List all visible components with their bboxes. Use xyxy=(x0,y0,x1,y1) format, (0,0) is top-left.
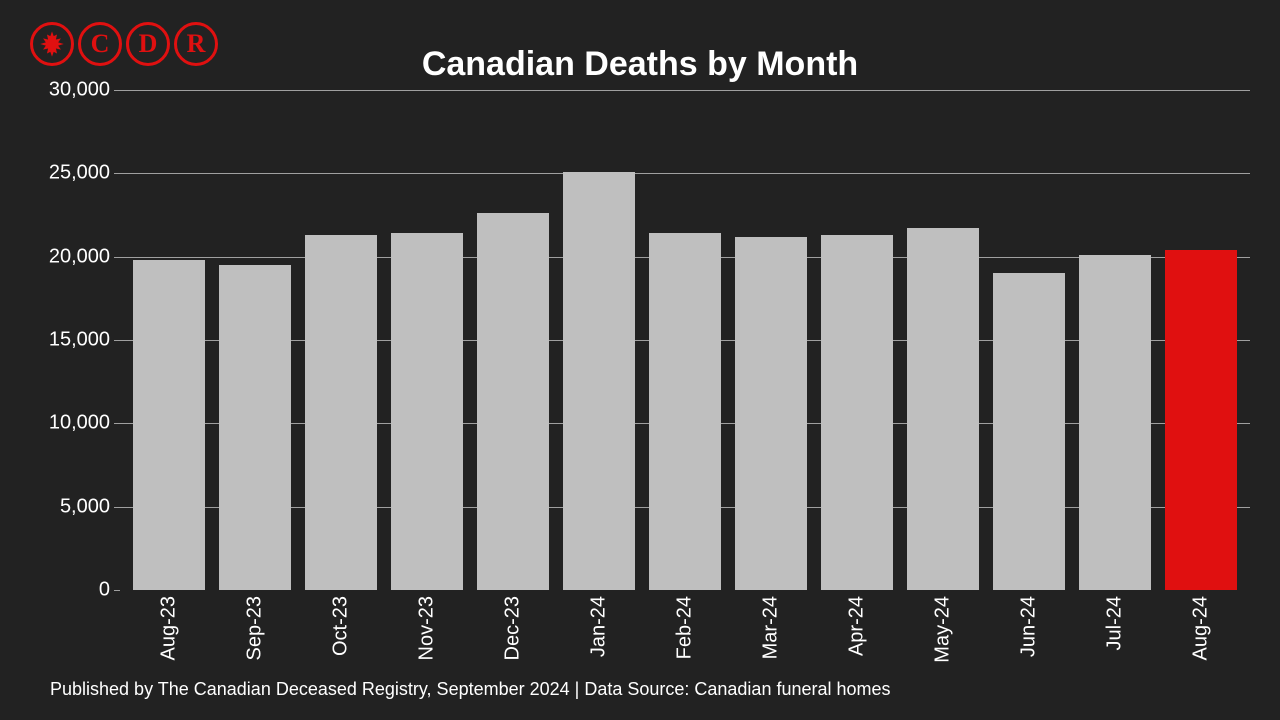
x-label-slot: Nov-23 xyxy=(391,596,463,676)
x-axis-labels: Aug-23 Sep-23 Oct-23 Nov-23 Dec-23 Jan-24 Feb-… xyxy=(120,596,1250,676)
x-tick-label: Jun-24 xyxy=(1018,596,1041,657)
x-tick-label: Sep-23 xyxy=(244,596,267,661)
bar xyxy=(133,260,205,590)
bar xyxy=(1165,250,1237,590)
bars-container xyxy=(120,90,1250,590)
chart-area: 05,00010,00015,00020,00025,00030,000 Aug… xyxy=(120,90,1250,590)
bar xyxy=(821,235,893,590)
bar xyxy=(305,235,377,590)
x-label-slot: Jul-24 xyxy=(1079,596,1151,676)
x-label-slot: Aug-24 xyxy=(1165,596,1237,676)
bar xyxy=(993,273,1065,590)
x-label-slot: Mar-24 xyxy=(735,596,807,676)
x-tick-label: Nov-23 xyxy=(416,596,439,660)
x-tick-label: Aug-23 xyxy=(158,596,181,661)
x-label-slot: Jan-24 xyxy=(563,596,635,676)
x-tick-label: Aug-24 xyxy=(1190,596,1213,661)
y-tick-label: 10,000 xyxy=(49,412,110,435)
y-tick-label: 30,000 xyxy=(49,79,110,102)
y-tick-label: 15,000 xyxy=(49,329,110,352)
x-tick-label: Feb-24 xyxy=(674,596,697,659)
x-tick-label: Jul-24 xyxy=(1104,596,1127,650)
bar xyxy=(219,265,291,590)
y-tick-label: 5,000 xyxy=(60,495,110,518)
chart-title: Canadian Deaths by Month xyxy=(0,45,1280,84)
x-tick-label: Apr-24 xyxy=(846,596,869,656)
x-tick-label: Dec-23 xyxy=(502,596,525,660)
x-label-slot: Apr-24 xyxy=(821,596,893,676)
x-tick-label: Jan-24 xyxy=(588,596,611,657)
y-tickmark xyxy=(114,590,120,591)
bar xyxy=(477,213,549,590)
x-label-slot: Sep-23 xyxy=(219,596,291,676)
bar xyxy=(907,228,979,590)
bar xyxy=(1079,255,1151,590)
y-tick-label: 0 xyxy=(99,579,110,602)
x-label-slot: May-24 xyxy=(907,596,979,676)
footer-attribution: Published by The Canadian Deceased Regis… xyxy=(50,679,891,700)
x-tick-label: Mar-24 xyxy=(760,596,783,659)
bar xyxy=(735,237,807,590)
x-label-slot: Oct-23 xyxy=(305,596,377,676)
x-label-slot: Feb-24 xyxy=(649,596,721,676)
x-tick-label: May-24 xyxy=(932,596,955,663)
bar xyxy=(391,233,463,590)
x-label-slot: Aug-23 xyxy=(133,596,205,676)
x-tick-label: Oct-23 xyxy=(330,596,353,656)
y-tick-label: 25,000 xyxy=(49,162,110,185)
bar xyxy=(563,172,635,590)
bar xyxy=(649,233,721,590)
y-tick-label: 20,000 xyxy=(49,245,110,268)
x-label-slot: Jun-24 xyxy=(993,596,1065,676)
x-label-slot: Dec-23 xyxy=(477,596,549,676)
